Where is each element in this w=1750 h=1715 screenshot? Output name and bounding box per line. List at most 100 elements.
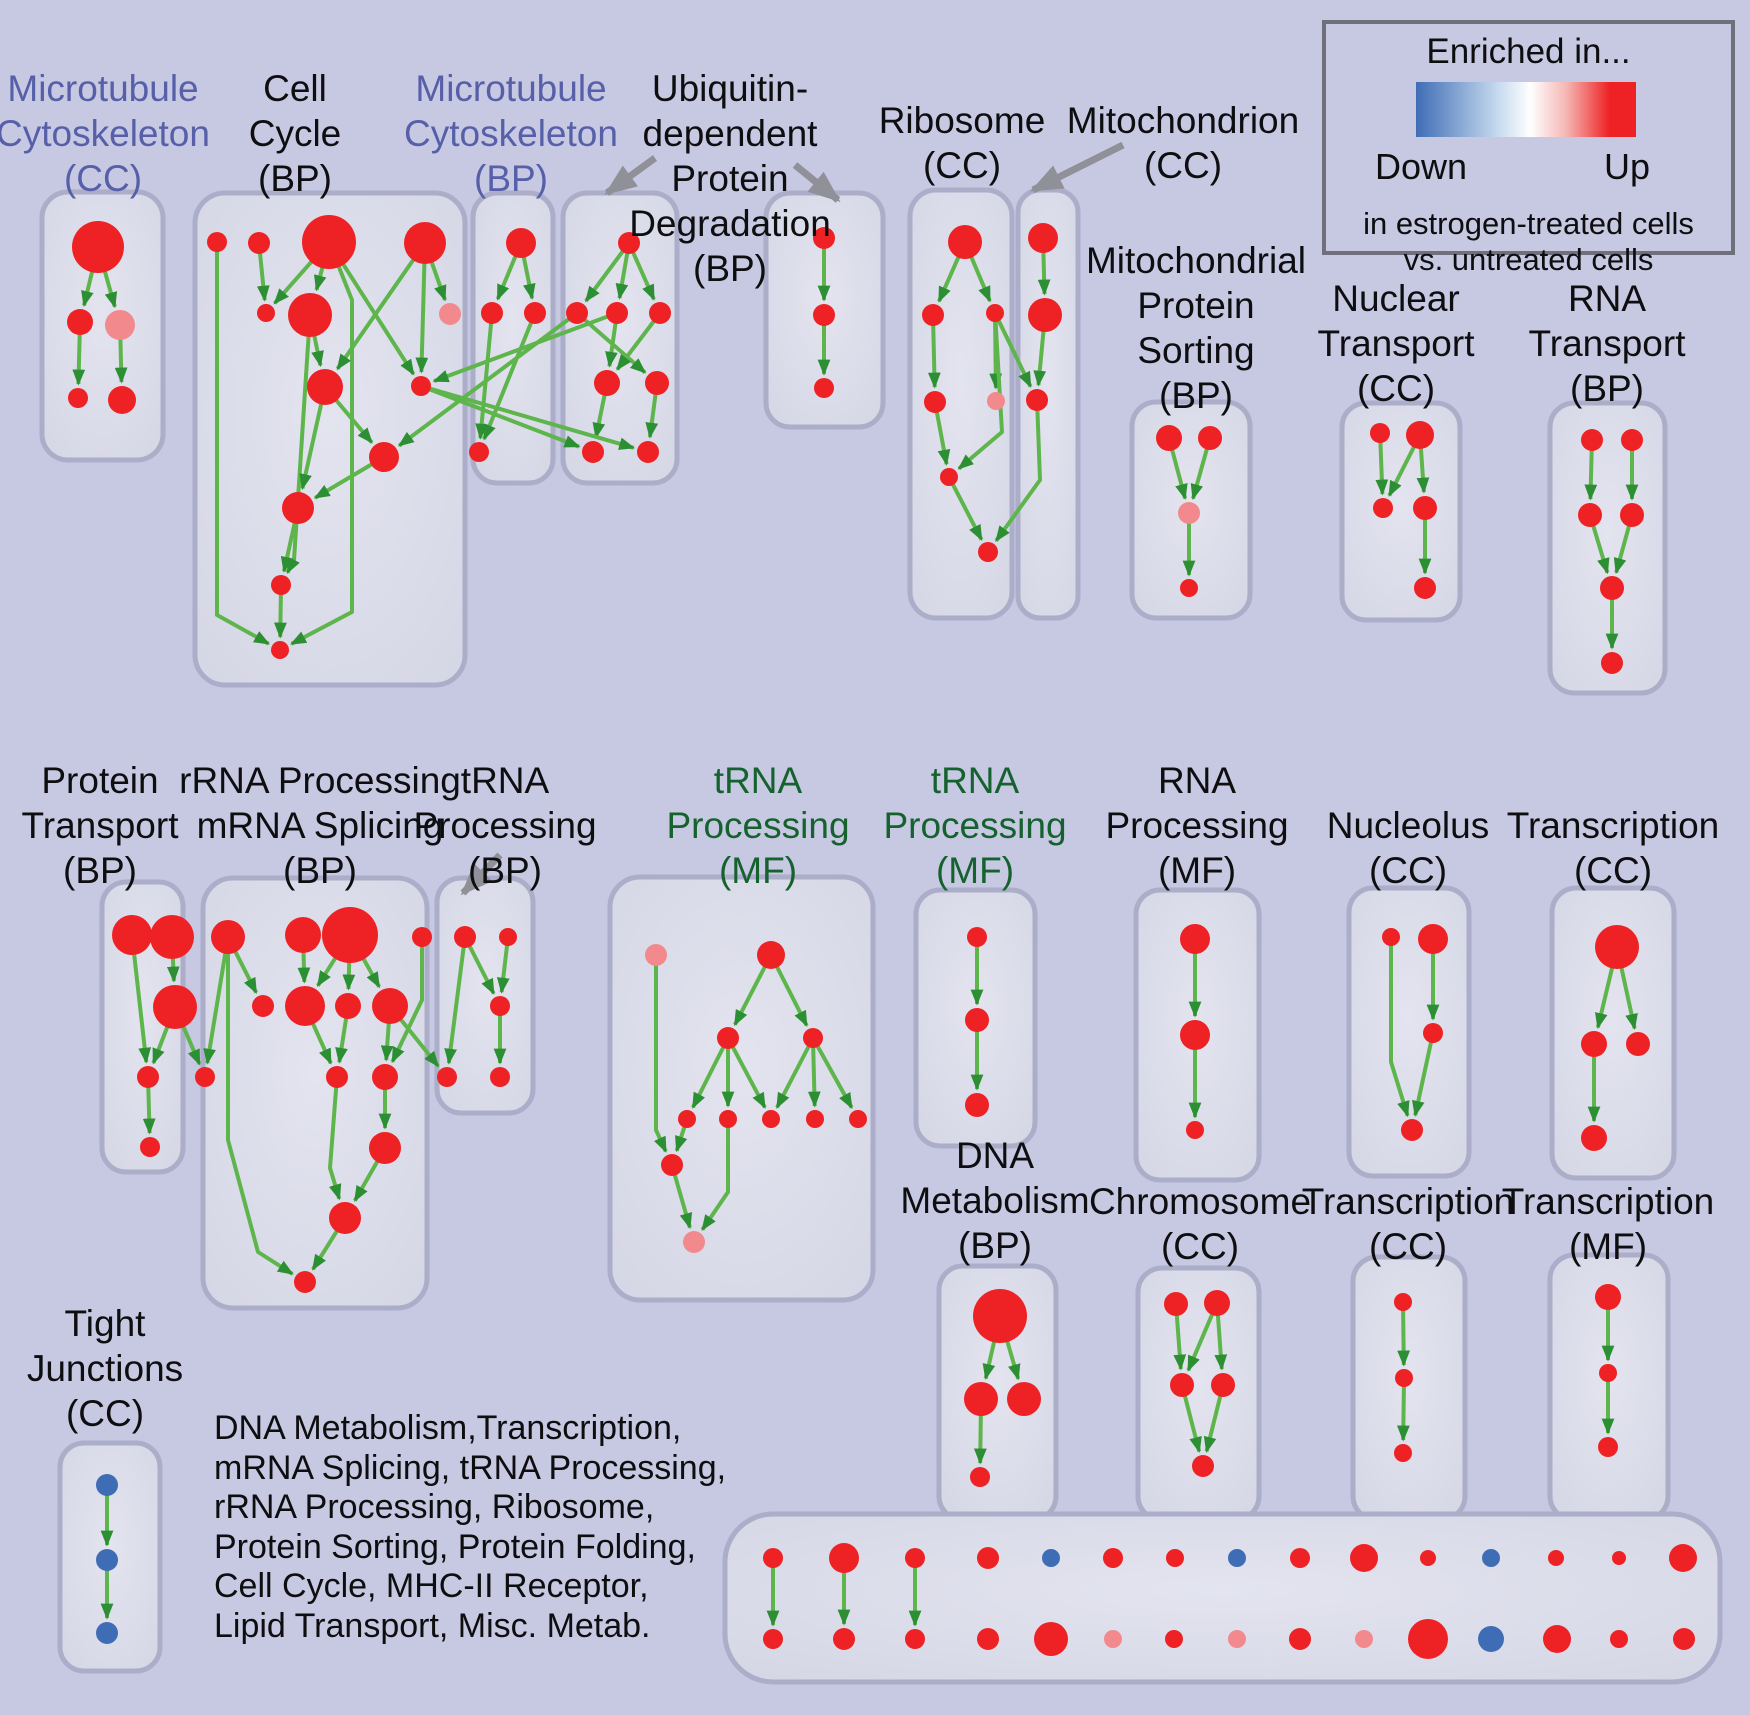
edge-arrow (142, 1086, 156, 1135)
go-term-node (1598, 1437, 1618, 1457)
cluster-label-line: (CC) (63, 158, 143, 199)
go-term-node (329, 1202, 361, 1234)
go-term-node (1626, 1032, 1650, 1056)
edge-arrow (672, 1174, 693, 1230)
go-term-node (717, 1027, 739, 1049)
go-term-node (905, 1629, 925, 1649)
go-term-node (499, 928, 517, 946)
go-term-node (1165, 1630, 1183, 1648)
go-term-node (404, 222, 446, 264)
edge-arrow (674, 1125, 688, 1153)
edge-arrow (256, 252, 270, 302)
cluster-label-line: Cell (263, 68, 327, 109)
edge-arrow (631, 251, 656, 301)
go-term-node (1621, 429, 1643, 451)
cluster-label: Mitochondrion (CC) (1067, 98, 1299, 188)
legend: Enriched in... Down Up in estrogen-treat… (1322, 20, 1735, 277)
go-term-node (813, 304, 835, 326)
go-term-node (1581, 1125, 1607, 1151)
cluster-label-line: Processing (1105, 805, 1289, 846)
cluster-label-line: (CC) (1573, 850, 1653, 891)
edge-arrow (72, 333, 86, 386)
go-term-node (302, 215, 356, 269)
go-term-node (195, 1067, 215, 1087)
edge-arrow (1033, 330, 1047, 387)
edge-arrow (467, 944, 496, 995)
cluster-label-line: Transcription (1506, 805, 1720, 846)
edge-arrow (807, 1046, 821, 1108)
cluster-label-line: DNA (955, 1135, 1035, 1176)
edge-arrow (957, 320, 1004, 471)
go-term-node (582, 441, 604, 463)
edge-arrow (1186, 1313, 1215, 1372)
go-term-node (1401, 1119, 1423, 1141)
cluster-label-line: Chromosome (1088, 1181, 1312, 1222)
cluster-label-line: Degradation (629, 203, 831, 244)
edge-arrow (290, 265, 354, 646)
edge-arrow (615, 252, 630, 300)
cluster-label-line: Protein (671, 158, 789, 199)
edge-arrow (733, 965, 767, 1027)
go-term-node (829, 1543, 859, 1573)
cluster-label-line: RNA (1567, 278, 1647, 319)
edge-arrow (1190, 448, 1209, 501)
go-term-node (1548, 1550, 1564, 1566)
edge-arrow (1005, 1340, 1021, 1381)
cluster-label-line: (BP) (63, 850, 137, 891)
edge-arrow (927, 324, 941, 389)
cluster-label: Ubiquitin-dependent Protein Degradation (BP… (629, 66, 831, 291)
edge-arrow (645, 393, 659, 439)
edge-arrow (166, 957, 180, 983)
edge-arrow (775, 1045, 811, 1109)
cluster-label-line: rRNA Processing (179, 760, 461, 801)
edge-arrow (934, 411, 951, 466)
go-term-node (806, 1110, 824, 1128)
edge-arrow (335, 258, 416, 371)
edge-arrow (973, 1414, 987, 1465)
cluster-label-line: Processing (666, 805, 850, 846)
edge-arrow (1387, 445, 1416, 497)
go-term-node (271, 641, 289, 659)
go-term-node (1211, 1373, 1235, 1397)
go-term-node (1178, 502, 1200, 524)
go-term-node (762, 1110, 780, 1128)
go-term-node (1228, 1549, 1246, 1567)
go-term-node (150, 915, 194, 959)
summary-text-line: DNA Metabolism,Transcription, (214, 1409, 682, 1447)
cluster-label-line: RNA (1157, 760, 1237, 801)
cluster-label: Protein Transport (BP) (22, 758, 179, 893)
edge-arrow (316, 956, 338, 988)
go-term-node (1186, 1121, 1204, 1139)
go-term-node (1601, 652, 1623, 674)
cluster-label-line: Mitochondrial (1085, 240, 1307, 281)
edge-arrow (102, 270, 118, 309)
go-term-node (1395, 1369, 1413, 1387)
edge-arrow (342, 961, 356, 991)
edge-arrow (335, 1017, 349, 1064)
cluster-label: tRNA Processing (BP) (413, 758, 596, 893)
cluster-label: tRNA Processing (MF) (883, 758, 1066, 893)
legend-title: Enriched in... (1426, 32, 1631, 71)
go-term-node (1104, 1630, 1122, 1648)
go-term-node (252, 995, 274, 1017)
edge-arrow (353, 1160, 380, 1202)
edge-arrow (274, 593, 287, 639)
cluster-label-line: mRNA Splicing (196, 805, 444, 846)
cluster-label: Chromosome (CC) (1089, 1179, 1311, 1269)
edge-arrow (495, 255, 518, 301)
edge-arrow (950, 483, 984, 542)
edge-arrow (1173, 1314, 1187, 1371)
cluster-label: RNA Transport (BP) (1529, 276, 1686, 411)
cluster-label-line: (BP) (258, 158, 332, 199)
go-term-node (72, 221, 124, 273)
cluster-label: RNA Processing (MF) (1105, 758, 1288, 893)
cluster-label-line: Protein (1137, 285, 1255, 326)
edge-arrow (341, 262, 416, 376)
go-term-node (1612, 1551, 1626, 1565)
edge-arrow (1584, 449, 1598, 501)
go-term-node (849, 1110, 867, 1128)
annotation-arrow-icon (604, 155, 658, 196)
edge-arrow (203, 952, 228, 1065)
cluster-label: Microtubule Cytoskeleton (BP) (404, 66, 618, 201)
go-term-node (977, 1547, 999, 1569)
